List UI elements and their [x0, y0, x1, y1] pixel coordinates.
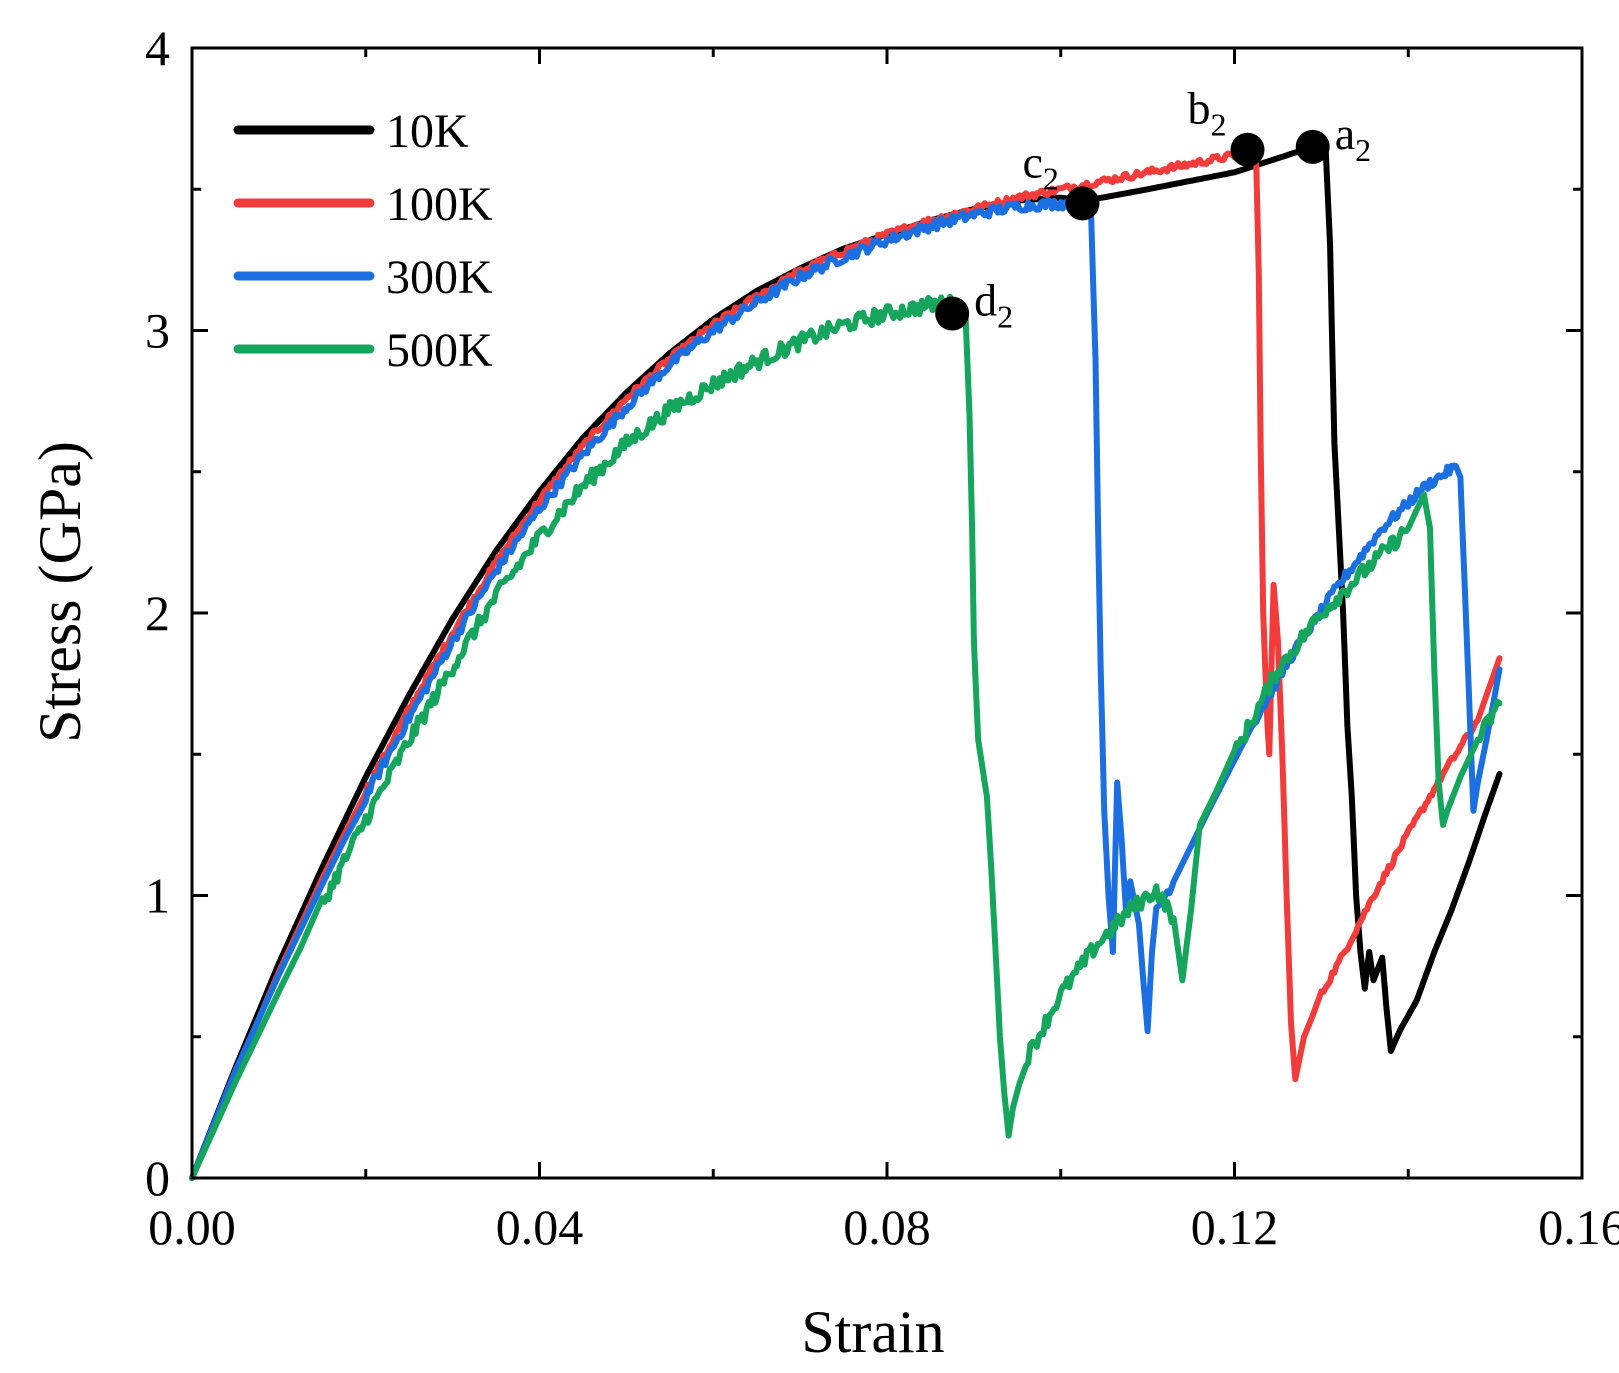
point-marker-c2 — [1065, 186, 1100, 221]
point-label-d2: d2 — [974, 275, 1013, 335]
legend-label-300K: 300K — [386, 251, 493, 304]
axes-layer: 0.00 0.04 0.08 0.12 0.16 0 1 2 3 4 — [145, 20, 1619, 1255]
point-marker-d2 — [935, 296, 970, 331]
series-layer — [189, 143, 1503, 1181]
x-tick-label: 0.04 — [496, 1199, 584, 1255]
y-tick-label: 1 — [145, 868, 170, 924]
legend-label-500K: 500K — [386, 324, 493, 377]
legend-label-10K: 10K — [386, 105, 469, 158]
point-label-b2: b2 — [1188, 83, 1227, 143]
point-marker-b2 — [1230, 132, 1265, 167]
annotation-layer: a2 b2 c2 d2 — [935, 83, 1371, 335]
x-tick-label: 0.00 — [148, 1199, 236, 1255]
point-label-c2: c2 — [1022, 136, 1058, 196]
y-axis-title: Stress (GPa) — [27, 441, 93, 743]
y-tick-label: 2 — [145, 585, 170, 641]
y-tick-label: 4 — [145, 20, 170, 76]
x-axis-title: Strain — [801, 1299, 944, 1365]
series-line-500K — [189, 293, 1503, 1181]
legend: 10K 100K 300K 500K — [233, 105, 493, 377]
y-tick-label: 0 — [145, 1150, 170, 1206]
y-tick-label: 3 — [145, 303, 170, 359]
legend-label-100K: 100K — [386, 178, 493, 231]
series-line-100K — [189, 146, 1503, 1181]
point-label-a2: a2 — [1335, 108, 1371, 168]
x-tick-label: 0.08 — [843, 1199, 931, 1255]
point-marker-a2 — [1295, 129, 1330, 164]
x-tick-label: 0.16 — [1538, 1199, 1619, 1255]
x-tick-label: 0.12 — [1191, 1199, 1279, 1255]
